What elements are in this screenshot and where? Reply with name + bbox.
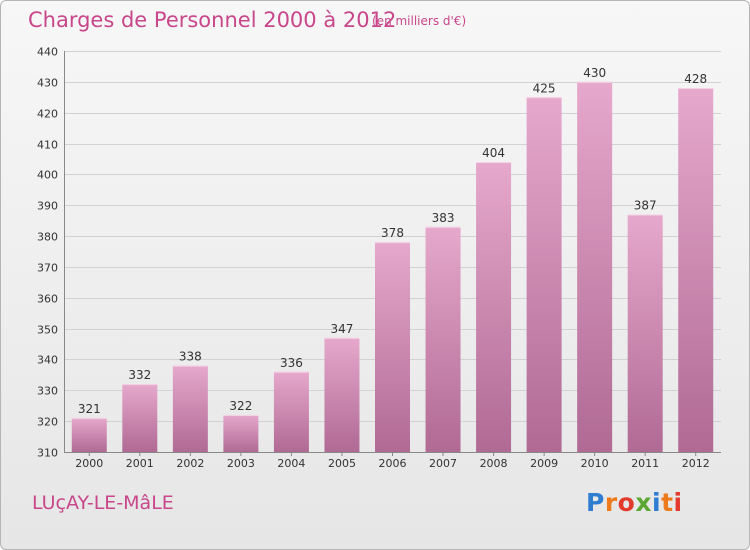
x-tick-label: 2010	[581, 457, 609, 470]
bar	[425, 226, 461, 452]
commune-name: LUçAY-LE-MâLE	[32, 492, 174, 514]
x-tick-label: 2012	[682, 457, 710, 470]
data-label: 430	[583, 66, 606, 80]
y-tick-label: 360	[37, 293, 58, 306]
y-tick-label: 370	[37, 262, 58, 275]
x-tick-label: 2005	[328, 457, 356, 470]
data-label: 321	[78, 402, 101, 416]
data-label: 383	[432, 211, 455, 225]
x-tick-label: 2006	[379, 457, 407, 470]
bar	[71, 418, 107, 452]
bar	[324, 337, 360, 452]
data-label: 428	[684, 72, 707, 86]
y-tick-label: 440	[37, 46, 58, 59]
chart-subtitle: (en milliers d'€)	[372, 14, 467, 28]
data-label: 404	[482, 146, 505, 160]
bar	[122, 384, 158, 452]
x-tick-label: 2004	[277, 457, 305, 470]
bar	[678, 88, 714, 452]
data-label: 347	[331, 322, 354, 336]
x-tick-label: 2003	[227, 457, 255, 470]
bar	[526, 97, 562, 453]
data-label: 336	[280, 356, 303, 370]
x-tick-label: 2009	[530, 457, 558, 470]
y-tick-label: 390	[37, 200, 58, 213]
data-label: 387	[634, 198, 657, 212]
bar	[223, 414, 259, 452]
y-tick-label: 380	[37, 231, 58, 244]
x-tick-label: 2011	[631, 457, 659, 470]
proxiti-logo: Proxiti	[586, 488, 683, 517]
x-tick-label: 2002	[176, 457, 204, 470]
y-tick-label: 320	[37, 416, 58, 429]
bar	[627, 214, 663, 452]
y-tick-label: 430	[37, 77, 58, 90]
bar	[273, 371, 309, 452]
bar	[476, 162, 512, 453]
data-label: 378	[381, 226, 404, 240]
chart-title: Charges de Personnel 2000 à 2012	[28, 8, 397, 32]
y-tick-label: 340	[37, 354, 58, 367]
x-tick-label: 2007	[429, 457, 457, 470]
data-label: 425	[533, 81, 556, 95]
y-tick-label: 350	[37, 324, 58, 337]
y-tick-label: 310	[37, 447, 58, 460]
y-tick-label: 400	[37, 169, 58, 182]
data-label: 338	[179, 350, 202, 364]
y-tick-label: 330	[37, 385, 58, 398]
y-tick-label: 410	[37, 139, 58, 152]
bar	[577, 81, 613, 452]
y-tick-label: 420	[37, 108, 58, 121]
x-tick-label: 2008	[480, 457, 508, 470]
data-label: 322	[229, 399, 252, 413]
bar	[172, 365, 208, 452]
data-label: 332	[128, 368, 151, 382]
bar	[375, 242, 410, 452]
x-tick-label: 2001	[126, 457, 154, 470]
x-tick-label: 2000	[75, 457, 103, 470]
